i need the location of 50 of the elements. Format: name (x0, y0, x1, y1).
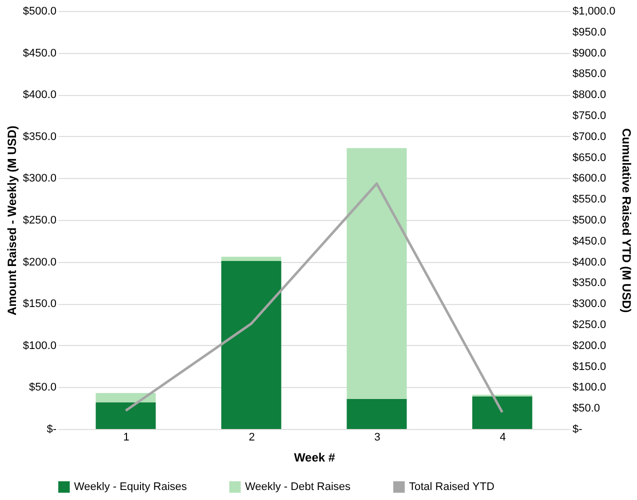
y2-tick-label: $50.0 (572, 402, 600, 415)
y2-tick-label: $650.0 (572, 152, 606, 164)
bar (96, 402, 156, 429)
y2-tick-label: $1,000.0 (572, 6, 616, 18)
bar (346, 148, 407, 399)
x-tick-label: 3 (374, 432, 380, 444)
legend-label: Weekly - Equity Raises (74, 481, 188, 493)
x-tick-label: 2 (248, 432, 255, 444)
y-tick-label: $500.0 (22, 6, 56, 18)
y-tick-label: $450.0 (22, 47, 56, 60)
y-tick-label: $250.0 (22, 214, 56, 226)
y2-axis-title: Cumulative Raised YTD (M USD) (619, 128, 634, 313)
y2-tick-label: $750.0 (572, 110, 606, 122)
y2-tick-label: $550.0 (572, 194, 606, 206)
y-tick-label: $100.0 (22, 340, 56, 352)
y2-tick-label: $850.0 (572, 68, 606, 80)
y-tick-label: $300.0 (22, 172, 56, 185)
y2-tick-label: $800.0 (572, 89, 606, 102)
bar (221, 260, 282, 429)
y2-tick-label: $500.0 (572, 214, 606, 226)
legend-label: Weekly - Debt Raises (245, 481, 352, 493)
bar (96, 393, 156, 402)
y2-tick-label: $100.0 (572, 382, 606, 394)
bar (221, 256, 282, 261)
y-tick-label: $50.0 (28, 382, 56, 394)
y2-tick-label: $400.0 (572, 256, 606, 268)
legend-label: Total Raised YTD (409, 481, 494, 493)
y2-tick-label: $700.0 (572, 130, 606, 143)
y2-tick-label: $200.0 (572, 340, 606, 352)
y2-tick-label: $950.0 (572, 26, 606, 38)
y2-tick-label: $150.0 (572, 360, 606, 373)
line-series (124, 182, 504, 414)
y2-tick-label: $450.0 (572, 235, 606, 248)
x-tick-label: 4 (500, 432, 506, 444)
y2-tick-label: $600.0 (572, 172, 606, 185)
y2-tick-label: $- (572, 424, 583, 436)
y-tick-label: $- (46, 424, 57, 436)
y2-tick-label: $250.0 (572, 319, 606, 331)
bar (346, 398, 407, 429)
bar (472, 396, 532, 429)
y-axis-title: Amount Raised - Weekly (M USD) (4, 126, 19, 316)
x-tick-label: 1 (123, 432, 130, 444)
y-tick-label: $400.0 (22, 89, 56, 102)
y-tick-label: $350.0 (22, 130, 56, 143)
y2-tick-label: $900.0 (572, 47, 606, 60)
y-tick-label: $150.0 (22, 298, 56, 310)
y2-tick-label: $300.0 (572, 298, 606, 310)
x-axis-title: Week # (294, 450, 336, 464)
y-tick-label: $200.0 (22, 256, 56, 268)
y2-tick-label: $350.0 (572, 277, 606, 290)
